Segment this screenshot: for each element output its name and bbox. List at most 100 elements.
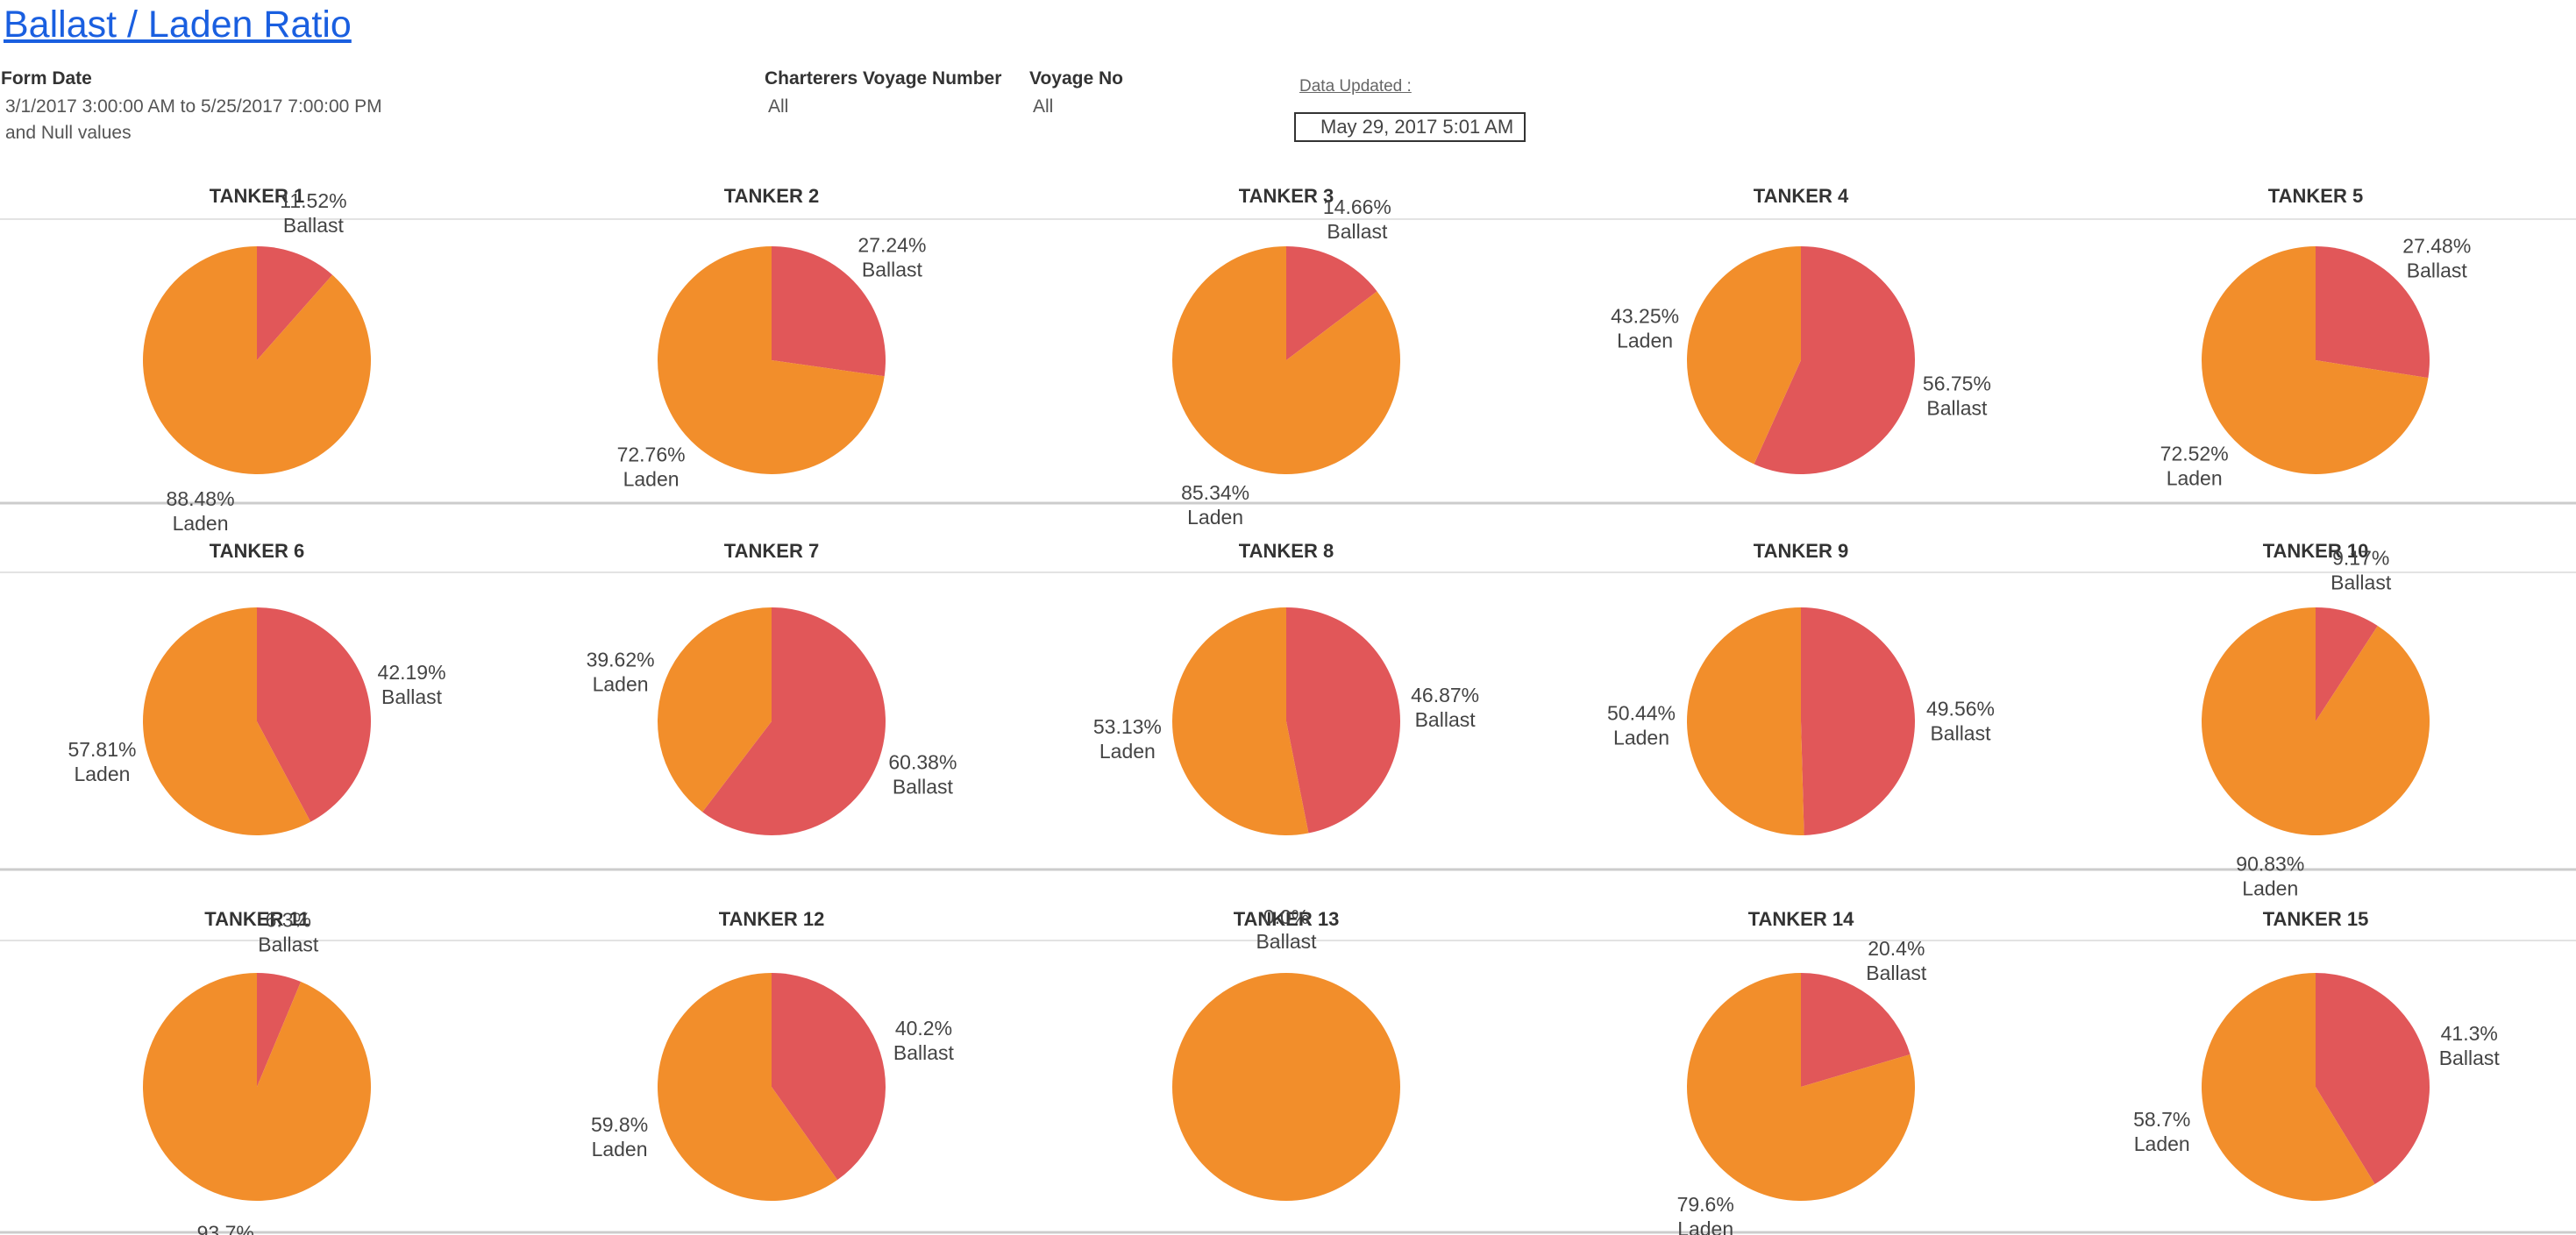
tanker-15-ballast-value-label: 41.3%	[2441, 1022, 2498, 1045]
tanker-15-title: TANKER 15	[2263, 908, 2369, 930]
tanker-1-ballast-slice[interactable]	[257, 246, 333, 360]
tanker-8-laden-value-label: 53.13%	[1093, 715, 1162, 738]
tanker-2-ballast-value-label: 27.24%	[857, 234, 926, 257]
tanker-15-laden-value-label: 58.7%	[2133, 1108, 2190, 1131]
form-date-value[interactable]: 3/1/2017 3:00:00 AM to 5/25/2017 7:00:00…	[5, 96, 382, 117]
tanker-7-ballast-value-label: 60.38%	[888, 750, 957, 773]
tanker-1-ballast-value-label: 11.52%	[280, 189, 346, 212]
tanker-11-title: TANKER 11	[204, 908, 309, 930]
tanker-6-title: TANKER 6	[210, 540, 304, 562]
tanker-5-ballast-value-label: 27.48%	[2402, 235, 2471, 258]
tanker-3-laden-slice[interactable]	[1172, 246, 1400, 474]
tanker-4-laden-slice[interactable]	[1687, 246, 1801, 465]
tanker-3-laden-value-label: 85.34%	[1181, 481, 1249, 504]
tanker-8-ballast-slice[interactable]	[1286, 607, 1401, 834]
tanker-14-ballast-slice[interactable]	[1801, 973, 1911, 1087]
tanker-11-laden-value-label: 93.7%	[197, 1221, 254, 1235]
tanker-11-ballast-slice[interactable]	[257, 973, 302, 1087]
tanker-8-laden-slice[interactable]	[1172, 607, 1309, 835]
tanker-5-ballast-category-label: Ballast	[2407, 259, 2468, 282]
tanker-11-ballast-category-label: Ballast	[258, 933, 319, 956]
form-date-label: Form Date	[1, 68, 92, 89]
tanker-3-laden-category-label: Laden	[1187, 506, 1243, 529]
tanker-6-ballast-value-label: 42.19%	[378, 661, 446, 684]
tanker-1-laden-value-label: 88.48%	[167, 487, 235, 510]
tanker-9-laden-value-label: 50.44%	[1607, 702, 1676, 725]
tanker-8-ballast-value-label: 46.87%	[1411, 684, 1479, 706]
tanker-4-title: TANKER 4	[1754, 185, 1849, 207]
tanker-15-ballast-category-label: Ballast	[2439, 1047, 2501, 1069]
tanker-9-laden-slice[interactable]	[1687, 607, 1804, 835]
tanker-10-laden-value-label: 90.83%	[2236, 852, 2304, 875]
tanker-4-laden-category-label: Laden	[1617, 330, 1673, 352]
tanker-6-laden-value-label: 57.81%	[68, 738, 136, 761]
voyage-no-filter[interactable]: All	[1033, 96, 1054, 117]
tanker-10-ballast-slice[interactable]	[2316, 607, 2378, 721]
voyage-no-label: Voyage No	[1029, 68, 1123, 89]
tanker-14-laden-slice[interactable]	[1686, 973, 1915, 1201]
tanker-7-title: TANKER 7	[724, 540, 819, 562]
tanker-1-ballast-category-label: Ballast	[283, 214, 345, 237]
tanker-12-title: TANKER 12	[719, 908, 825, 930]
tanker-13-title: TANKER 13	[1234, 908, 1340, 930]
tanker-15-ballast-slice[interactable]	[2316, 973, 2430, 1185]
tanker-12-laden-slice[interactable]	[658, 973, 838, 1201]
tanker-12-laden-value-label: 59.8%	[591, 1113, 648, 1136]
tanker-9-laden-category-label: Laden	[1613, 727, 1669, 749]
tanker-7-laden-slice[interactable]	[658, 607, 772, 813]
tanker-6-laden-slice[interactable]	[143, 607, 311, 835]
tanker-3-ballast-value-label: 14.66%	[1323, 195, 1391, 218]
tanker-10-title: TANKER 10	[2263, 540, 2369, 562]
tanker-8-laden-category-label: Laden	[1099, 740, 1156, 763]
tanker-15-laden-slice[interactable]	[2201, 973, 2375, 1201]
tanker-3-title: TANKER 3	[1239, 185, 1334, 207]
tanker-5-title: TANKER 5	[2268, 185, 2363, 207]
tanker-14-ballast-category-label: Ballast	[1866, 962, 1927, 984]
tanker-9-title: TANKER 9	[1754, 540, 1848, 562]
tanker-2-ballast-slice[interactable]	[772, 246, 886, 377]
tanker-4-ballast-slice[interactable]	[1754, 246, 1915, 474]
tanker-8-ballast-category-label: Ballast	[1415, 708, 1477, 731]
tanker-1-title: TANKER 1	[210, 185, 304, 207]
tanker-10-laden-slice[interactable]	[2202, 607, 2430, 835]
dashboard-title[interactable]: Ballast / Laden Ratio	[4, 4, 352, 46]
tanker-6-laden-category-label: Laden	[74, 763, 130, 785]
tanker-2-laden-value-label: 72.76%	[617, 443, 686, 465]
tanker-12-laden-category-label: Laden	[592, 1138, 648, 1160]
charterers-voyage-label: Charterers Voyage Number	[765, 68, 1002, 89]
tanker-7-ballast-category-label: Ballast	[893, 775, 954, 798]
data-updated-value: May 29, 2017 5:01 AM	[1294, 112, 1526, 142]
tanker-2-title: TANKER 2	[724, 185, 819, 207]
tanker-14-laden-category-label: Laden	[1677, 1217, 1733, 1235]
tanker-2-laden-slice[interactable]	[658, 246, 885, 474]
tanker-12-ballast-value-label: 40.2%	[895, 1017, 952, 1040]
tanker-9-ballast-category-label: Ballast	[1930, 721, 1991, 744]
tanker-6-ballast-slice[interactable]	[257, 607, 371, 822]
tanker-3-ballast-slice[interactable]	[1286, 246, 1377, 360]
tanker-9-ballast-value-label: 49.56%	[1926, 697, 1995, 720]
tanker-15-laden-category-label: Laden	[2134, 1132, 2190, 1155]
tanker-4-ballast-category-label: Ballast	[1926, 396, 1988, 419]
tanker-6-ballast-category-label: Ballast	[381, 685, 443, 708]
charterers-voyage-filter[interactable]: All	[768, 96, 789, 117]
tanker-11-ballast-value-label: 6.3%	[266, 909, 311, 932]
tanker-11-laden-slice[interactable]	[143, 973, 372, 1202]
tanker-2-laden-category-label: Laden	[623, 467, 680, 490]
tanker-5-ballast-slice[interactable]	[2316, 246, 2430, 379]
tanker-10-laden-category-label: Laden	[2242, 877, 2298, 899]
tanker-14-ballast-value-label: 20.4%	[1868, 937, 1925, 960]
tanker-4-laden-value-label: 43.25%	[1611, 305, 1679, 328]
tanker-14-title: TANKER 14	[1748, 908, 1854, 930]
tanker-13-ballast-value-label: 0.0%	[1263, 905, 1309, 928]
tanker-12-ballast-slice[interactable]	[772, 973, 886, 1181]
tanker-9-ballast-slice[interactable]	[1801, 607, 1916, 835]
tanker-5-laden-category-label: Laden	[2167, 466, 2223, 489]
tanker-13-laden-slice[interactable]	[1172, 973, 1400, 1201]
tanker-7-ballast-slice[interactable]	[702, 607, 886, 835]
data-updated-label: Data Updated :	[1299, 77, 1412, 96]
tanker-1-laden-slice[interactable]	[143, 246, 371, 474]
form-date-null-option[interactable]: and Null values	[5, 123, 132, 143]
tanker-5-laden-slice[interactable]	[2202, 246, 2429, 474]
tanker-14-laden-value-label: 79.6%	[1677, 1193, 1734, 1216]
